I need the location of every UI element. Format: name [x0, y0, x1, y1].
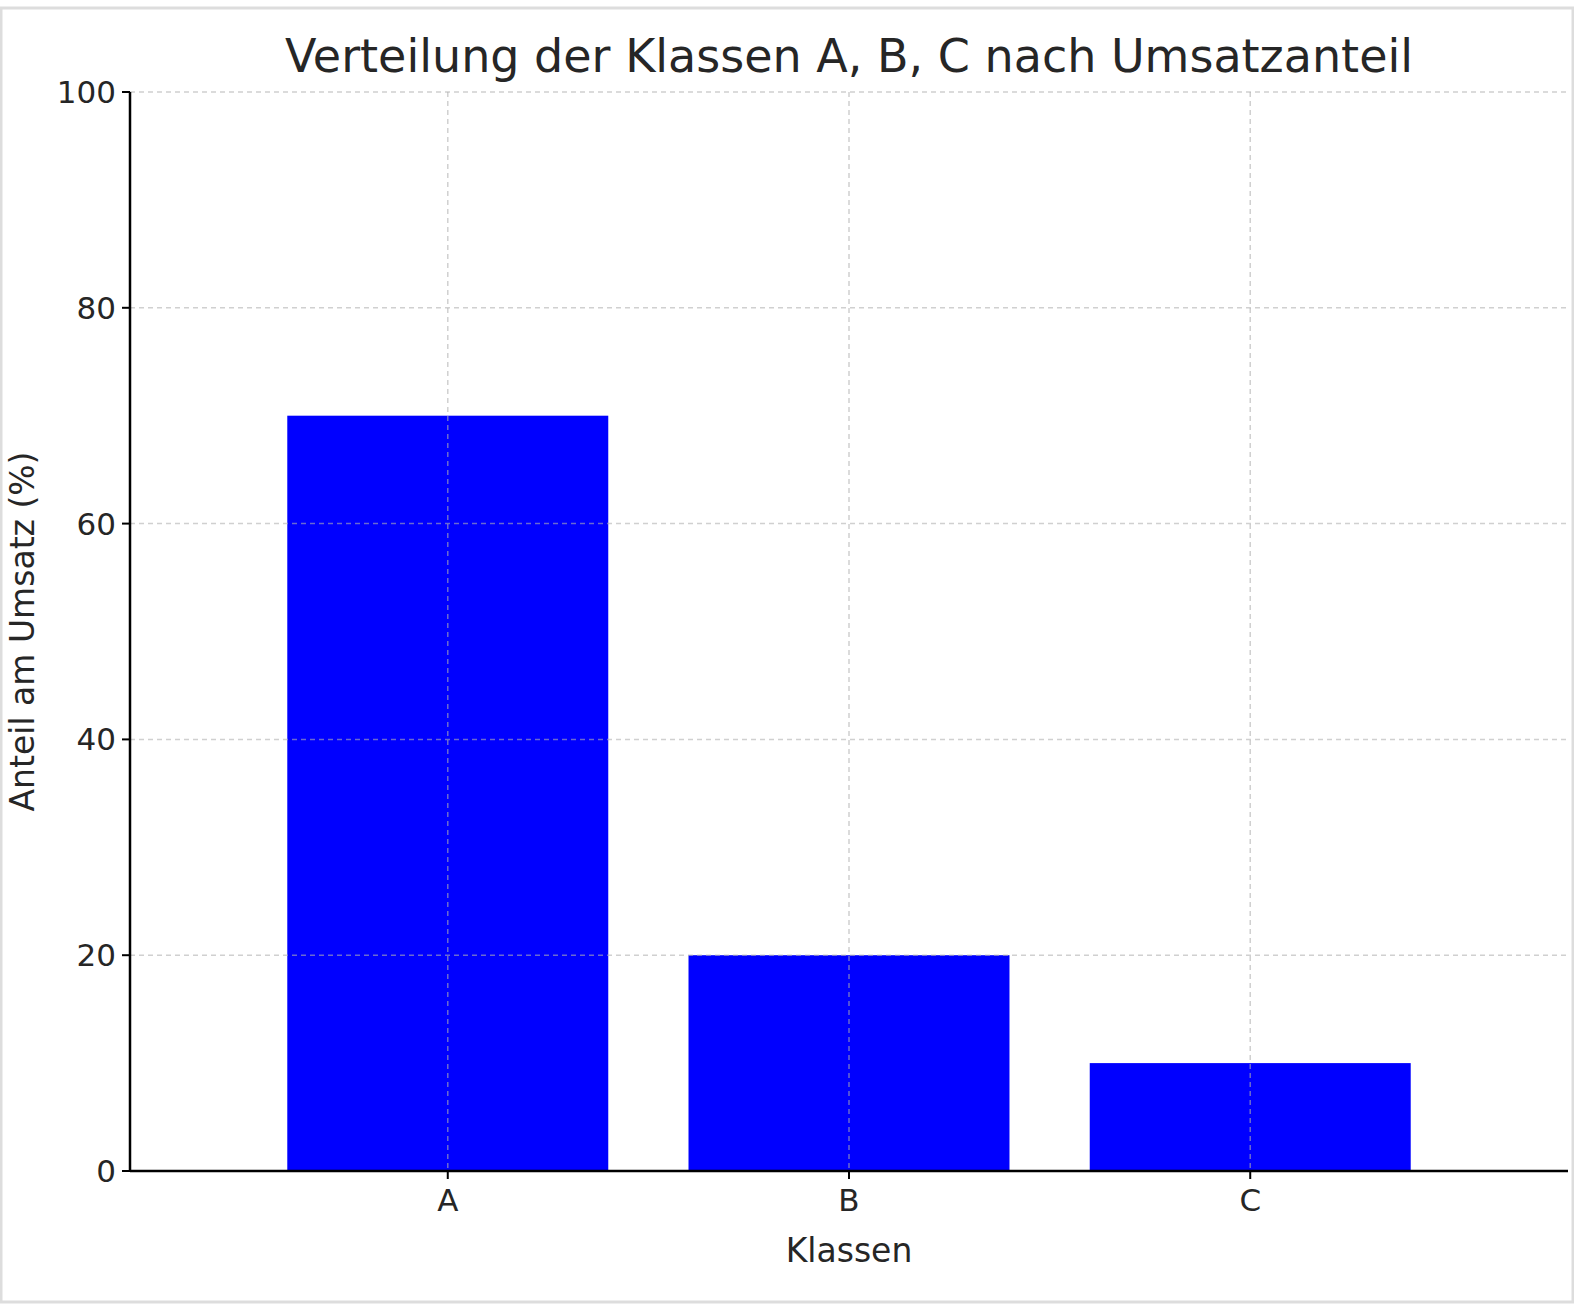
title: Verteilung der Klassen A, B, C nach Umsa… [285, 29, 1413, 83]
y-tick [122, 738, 130, 740]
x-tick-label: A [437, 1182, 458, 1218]
x-tick [1249, 1171, 1251, 1179]
y-tick-label: 20 [77, 937, 116, 973]
y-axis-label: Anteil am Umsatz (%) [3, 452, 42, 812]
y-tick [122, 91, 130, 93]
y-tick-label: 60 [77, 506, 116, 542]
grid-line-y [130, 954, 1568, 956]
y-axis [129, 92, 132, 1171]
y-tick [122, 1170, 130, 1172]
y-tick-label: 40 [77, 721, 116, 757]
x-tick [447, 1171, 449, 1179]
grid-line-x [848, 92, 850, 1171]
y-tick [122, 954, 130, 956]
grid-line-x [1249, 92, 1251, 1171]
y-tick [122, 307, 130, 309]
chart: 0 20 40 60 80 100 A B C Klassen Anteil am Umsatz (… [0, 0, 1574, 1312]
grid-line-x [447, 92, 449, 1171]
y-tick [122, 523, 130, 525]
x-tick-label: C [1239, 1182, 1261, 1218]
x-tick [848, 1171, 850, 1179]
y-tick-label: 100 [57, 74, 116, 110]
y-tick-label: 0 [96, 1153, 116, 1189]
x-axis-label: Klassen [786, 1231, 913, 1270]
x-tick-label: B [838, 1182, 859, 1218]
grid-line-y [130, 739, 1568, 741]
y-tick-label: 80 [77, 290, 116, 326]
figure-frame [1, 8, 1573, 1302]
